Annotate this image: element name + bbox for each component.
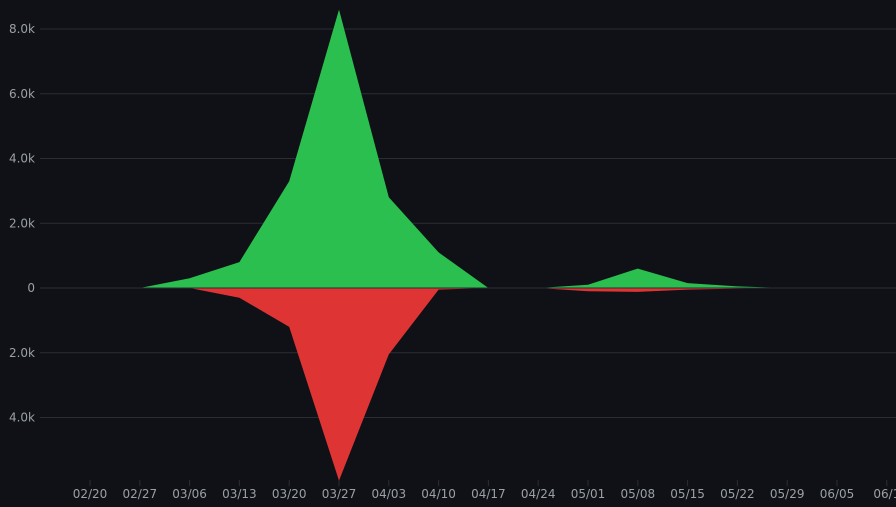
y-tick-label: 6.0k bbox=[9, 87, 35, 101]
x-tick-label: 06/05 bbox=[820, 487, 855, 501]
x-tick-label: 02/27 bbox=[123, 487, 158, 501]
x-tick-label: 03/13 bbox=[222, 487, 257, 501]
x-tick-label: 05/15 bbox=[670, 487, 705, 501]
y-tick-label: 0 bbox=[27, 281, 35, 295]
y-tick-label: 8.0k bbox=[9, 22, 35, 36]
x-tick-label: 02/20 bbox=[73, 487, 108, 501]
x-tick-label: 04/24 bbox=[521, 487, 556, 501]
x-tick-label: 03/27 bbox=[322, 487, 357, 501]
x-tick-label: 05/01 bbox=[571, 487, 606, 501]
x-tick-label: 05/29 bbox=[770, 487, 805, 501]
y-tick-label: 4.0k bbox=[9, 152, 35, 166]
x-tick-label: 04/03 bbox=[372, 487, 407, 501]
negative-area bbox=[40, 288, 887, 481]
x-tick-label: 04/10 bbox=[421, 487, 456, 501]
x-tick-label: 04/17 bbox=[471, 487, 506, 501]
series-areas bbox=[40, 9, 896, 481]
x-tick-label: 03/20 bbox=[272, 487, 307, 501]
y-tick-label: 4.0k bbox=[9, 411, 35, 425]
x-tick-label: 05/22 bbox=[720, 487, 755, 501]
y-tick-label: 2.0k bbox=[9, 346, 35, 360]
gridlines bbox=[40, 28, 896, 418]
y-axis-ticks: 4.0k 2.0k 0 2.0k 4.0k 6.0k 8.0k bbox=[9, 22, 35, 425]
x-tick-label: 05/08 bbox=[621, 487, 656, 501]
x-tick-label: 03/06 bbox=[172, 487, 207, 501]
x-axis-ticks: 02/20 02/27 03/06 03/13 03/20 03/27 04/03 04/10… bbox=[73, 480, 896, 501]
positive-area bbox=[40, 9, 887, 288]
y-tick-label: 2.0k bbox=[9, 216, 35, 230]
x-tick-label: 06/1 bbox=[873, 487, 896, 501]
